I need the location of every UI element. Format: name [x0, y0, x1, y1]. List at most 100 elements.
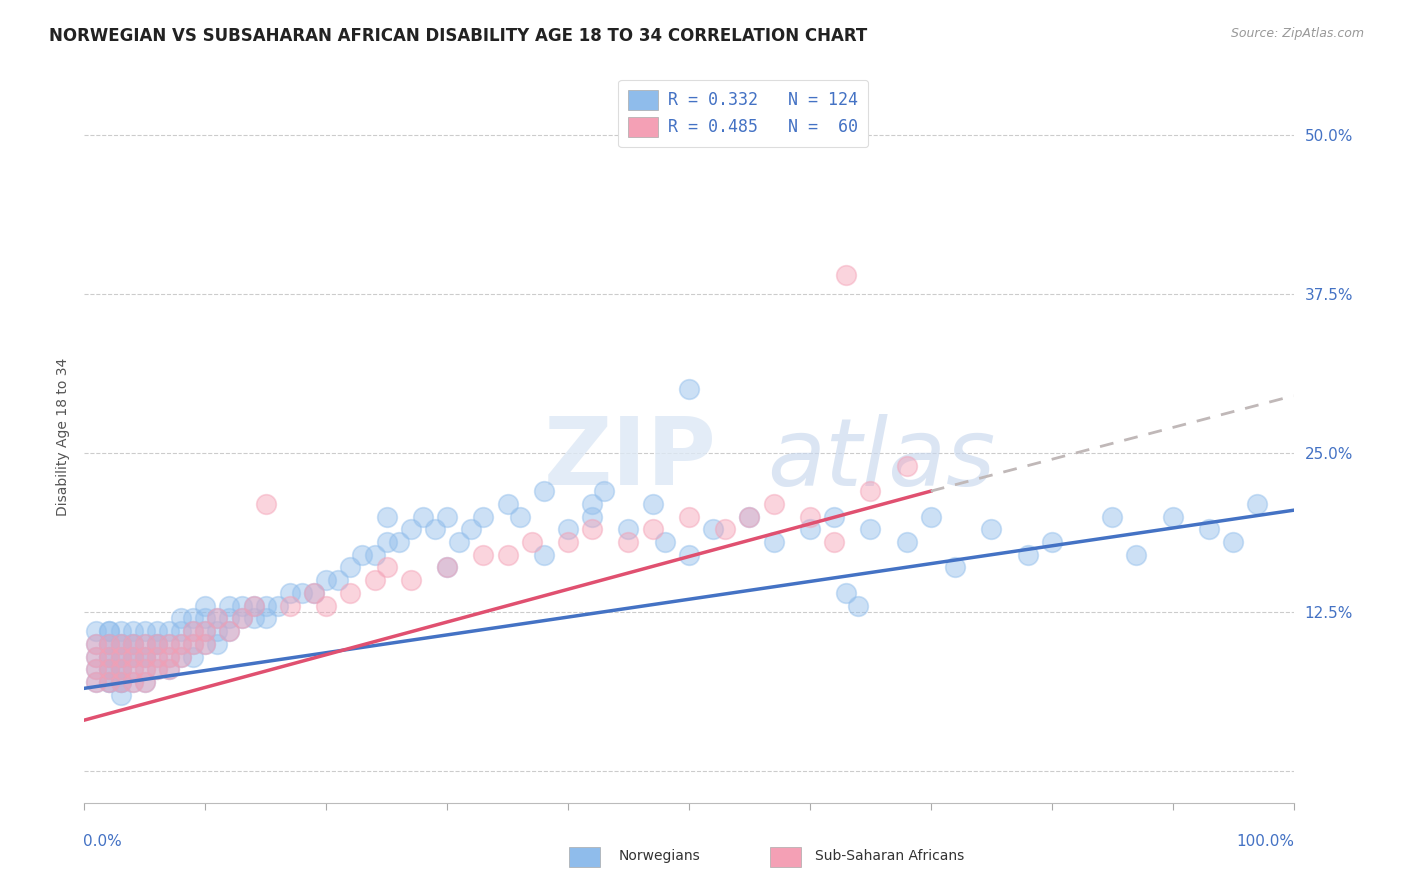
Point [218, 624, 240, 638]
Point [110, 675, 132, 690]
Point [97, 649, 120, 664]
Point [762, 535, 785, 549]
Point [134, 649, 156, 664]
Text: NORWEGIAN VS SUBSAHARAN AFRICAN DISABILITY AGE 18 TO 34 CORRELATION CHART: NORWEGIAN VS SUBSAHARAN AFRICAN DISABILI… [49, 27, 868, 45]
Point [134, 624, 156, 638]
Point [1246, 497, 1268, 511]
Point [339, 586, 361, 600]
Point [170, 649, 193, 664]
Point [110, 675, 132, 690]
Point [181, 611, 204, 625]
Point [207, 611, 229, 625]
Point [1040, 535, 1063, 549]
Point [242, 599, 264, 613]
Point [86, 637, 108, 651]
Point [157, 662, 180, 676]
Point [339, 560, 361, 574]
Point [859, 484, 882, 499]
Point [242, 611, 264, 625]
Point [520, 535, 543, 549]
Point [110, 649, 132, 664]
Point [157, 649, 180, 664]
Point [291, 586, 314, 600]
Point [533, 548, 555, 562]
Point [1017, 548, 1039, 562]
Point [678, 548, 700, 562]
Point [110, 637, 132, 651]
Point [86, 662, 108, 676]
Point [302, 586, 325, 600]
Point [678, 509, 700, 524]
Point [181, 624, 204, 638]
Point [436, 560, 458, 574]
Point [170, 637, 193, 651]
Point [762, 497, 785, 511]
Point [134, 662, 156, 676]
Point [823, 509, 845, 524]
Point [278, 586, 301, 600]
Point [315, 599, 337, 613]
Point [121, 637, 143, 651]
Point [412, 509, 434, 524]
Point [846, 599, 869, 613]
Text: Source: ZipAtlas.com: Source: ZipAtlas.com [1230, 27, 1364, 40]
Point [242, 599, 264, 613]
Point [641, 522, 664, 536]
Point [641, 497, 664, 511]
Point [1125, 548, 1147, 562]
Point [110, 649, 132, 664]
Point [97, 649, 120, 664]
Point [97, 637, 120, 651]
Point [146, 649, 169, 664]
Point [388, 535, 411, 549]
Point [157, 637, 180, 651]
Point [134, 637, 156, 651]
Point [678, 383, 700, 397]
Point [980, 522, 1002, 536]
Point [654, 535, 676, 549]
Point [146, 637, 169, 651]
Point [181, 637, 204, 651]
Point [449, 535, 471, 549]
Point [231, 611, 253, 625]
Point [110, 675, 132, 690]
Point [194, 637, 217, 651]
Point [254, 497, 277, 511]
Point [110, 662, 132, 676]
Point [86, 649, 108, 664]
Point [399, 522, 422, 536]
Point [509, 509, 531, 524]
Point [1101, 509, 1123, 524]
Point [207, 637, 229, 651]
Text: ZIP: ZIP [544, 413, 717, 505]
Point [157, 649, 180, 664]
Point [181, 649, 204, 664]
Point [218, 611, 240, 625]
Point [97, 662, 120, 676]
Point [363, 573, 385, 587]
Point [110, 688, 132, 702]
Point [170, 637, 193, 651]
Point [86, 649, 108, 664]
Point [267, 599, 290, 613]
Point [496, 548, 519, 562]
Point [328, 573, 350, 587]
Point [134, 649, 156, 664]
Point [194, 624, 217, 638]
Point [121, 637, 143, 651]
Point [157, 662, 180, 676]
Point [315, 573, 337, 587]
Point [896, 458, 918, 473]
Point [110, 662, 132, 676]
Y-axis label: Disability Age 18 to 34: Disability Age 18 to 34 [56, 358, 70, 516]
Point [207, 611, 229, 625]
Point [121, 675, 143, 690]
Point [363, 548, 385, 562]
Point [134, 637, 156, 651]
Point [170, 649, 193, 664]
Point [97, 649, 120, 664]
Point [218, 599, 240, 613]
Point [581, 497, 603, 511]
Point [194, 611, 217, 625]
Point [859, 522, 882, 536]
